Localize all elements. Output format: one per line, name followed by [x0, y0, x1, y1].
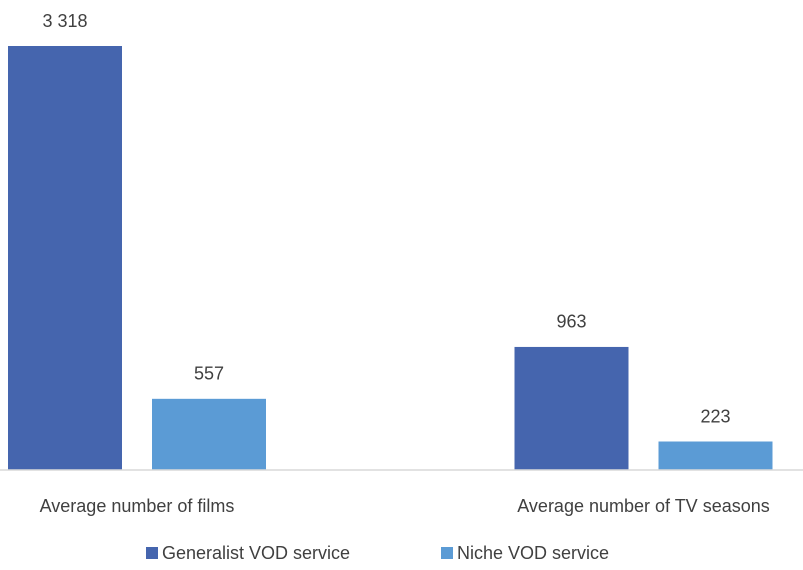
data-label: 3 318: [42, 11, 87, 31]
legend-swatch: [441, 547, 453, 559]
bar: [152, 398, 266, 470]
legend-label: Niche VOD service: [457, 543, 609, 563]
bar: [658, 441, 773, 470]
legend-swatch: [146, 547, 158, 559]
data-label: 557: [194, 364, 224, 384]
x-tick-label: Average number of TV seasons: [517, 496, 769, 516]
data-label: 963: [556, 312, 586, 332]
bar: [514, 346, 629, 470]
legend-label: Generalist VOD service: [162, 543, 350, 563]
x-tick-label: Average number of films: [40, 496, 235, 516]
bar: [8, 46, 122, 470]
data-label: 223: [700, 406, 730, 426]
